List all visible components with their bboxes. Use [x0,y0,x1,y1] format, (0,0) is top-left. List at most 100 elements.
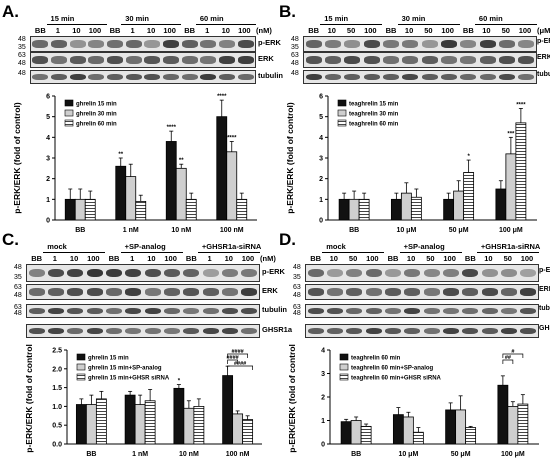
mw-marker: 35 [293,274,301,281]
legend-label: ghrelin 60 min [76,122,117,128]
lane-label: 10 [406,254,416,263]
group-label: 60 min [478,14,503,23]
blot-lane [403,285,422,299]
group-label: 60 min [199,14,224,23]
blot-band [346,268,363,278]
bar [495,188,507,221]
blot-lane [124,305,143,317]
bar-chart-C: p-ERK/ERK (fold of control) 0.0 0.5 1.0 1.5 2… [24,344,262,458]
y-tick-label: 2.0 [52,366,62,373]
blot-band [423,327,440,335]
mw-marker: 48 [293,264,301,271]
blot-band [47,268,65,278]
blot-band [107,73,123,81]
blot-lane [441,285,460,299]
blot-lane [180,37,199,51]
blot-lane [143,325,162,337]
blot-lane [162,285,181,299]
blot-lane [236,37,255,51]
blot-lane [182,285,201,299]
bar [185,198,197,221]
blot-lane [162,37,181,51]
x-tick-label: 100 μM [501,451,525,458]
blot-lane [85,265,104,281]
blot-lane [439,71,458,83]
blot-band [237,40,254,48]
blot-lane [401,37,420,51]
blot-band [326,288,344,296]
bar [340,421,352,445]
blot-lane [162,265,181,281]
blot-band [105,307,123,315]
blot-name: ERK [262,286,278,295]
blot-band [144,56,161,64]
mw-marker: 63 [291,52,299,59]
blot-band [404,288,421,296]
blot-lane [461,325,480,337]
blot-lane [325,305,344,317]
bar [392,414,404,445]
y-tick-label: 3 [321,371,325,378]
legend-swatch [339,373,349,381]
lane-label: BB [108,254,120,263]
blot-band [107,56,123,64]
blot-name: tubulin [537,71,550,78]
blot-band [344,56,361,64]
blot-band [219,73,235,81]
bar [183,407,195,445]
blot-band [346,288,363,296]
blot-lane [27,285,46,299]
blot-band [32,56,49,64]
blot-band [363,56,380,64]
group-underline [46,24,107,25]
lane-label: BB [308,26,320,35]
mw-marker: 48 [14,292,22,299]
lane-label: 10 [221,26,230,35]
blot-lane [478,53,497,67]
blot-band [67,268,84,278]
blot-lane [66,265,85,281]
blot-lane [381,37,400,51]
blot-lane [325,325,344,337]
blot-band [518,40,535,48]
y-axis-label: p-ERK/ERK (fold of control) [285,102,295,214]
blot-name: p-ERK [258,38,281,47]
legend-label: teaghrelin 60 min+GHSR siRNA [351,376,442,382]
blot-band [305,40,322,48]
blot-lane [519,325,538,337]
blot-band [442,327,460,335]
blot-band [307,288,324,296]
group-label: 30 min [401,14,426,23]
group-label: +GHSR1a-siRNA [480,242,541,251]
blot-lane [345,325,364,337]
bar [400,192,412,221]
significance-mark: **** [167,125,177,131]
blot-band [326,268,344,278]
bar [75,404,87,445]
y-tick-label: 0.5 [52,423,62,430]
blot-lane [124,37,143,51]
group-label: +GHSR1a-siRNA [201,242,262,251]
y-tick-label: 4 [321,348,325,355]
lane-label: 100 [87,254,100,263]
blot-band [144,268,161,278]
blot-band [69,56,86,64]
blot-band [221,288,239,296]
blot-band [498,73,516,81]
blot-band [344,73,361,81]
group-underline [399,252,462,253]
y-tick-label: 4 [46,135,50,142]
blot-band [500,268,518,278]
x-tick-label: BB [349,227,359,234]
bracket-mark: #### [227,355,239,361]
bar [360,425,372,445]
lane-label: 10 [72,26,81,35]
blot-lane [240,265,259,281]
legend-swatch [339,353,349,361]
y-tick-label: 1 [321,418,325,425]
y-tick-label: 1 [46,197,50,204]
blot-name: ERK [539,286,550,293]
panel-B: B. 15 min 30 min 60 min BB 10 50 100 BB 10 50 100 BB… [275,0,550,233]
blot-band [498,40,516,48]
blot-band [462,288,479,296]
